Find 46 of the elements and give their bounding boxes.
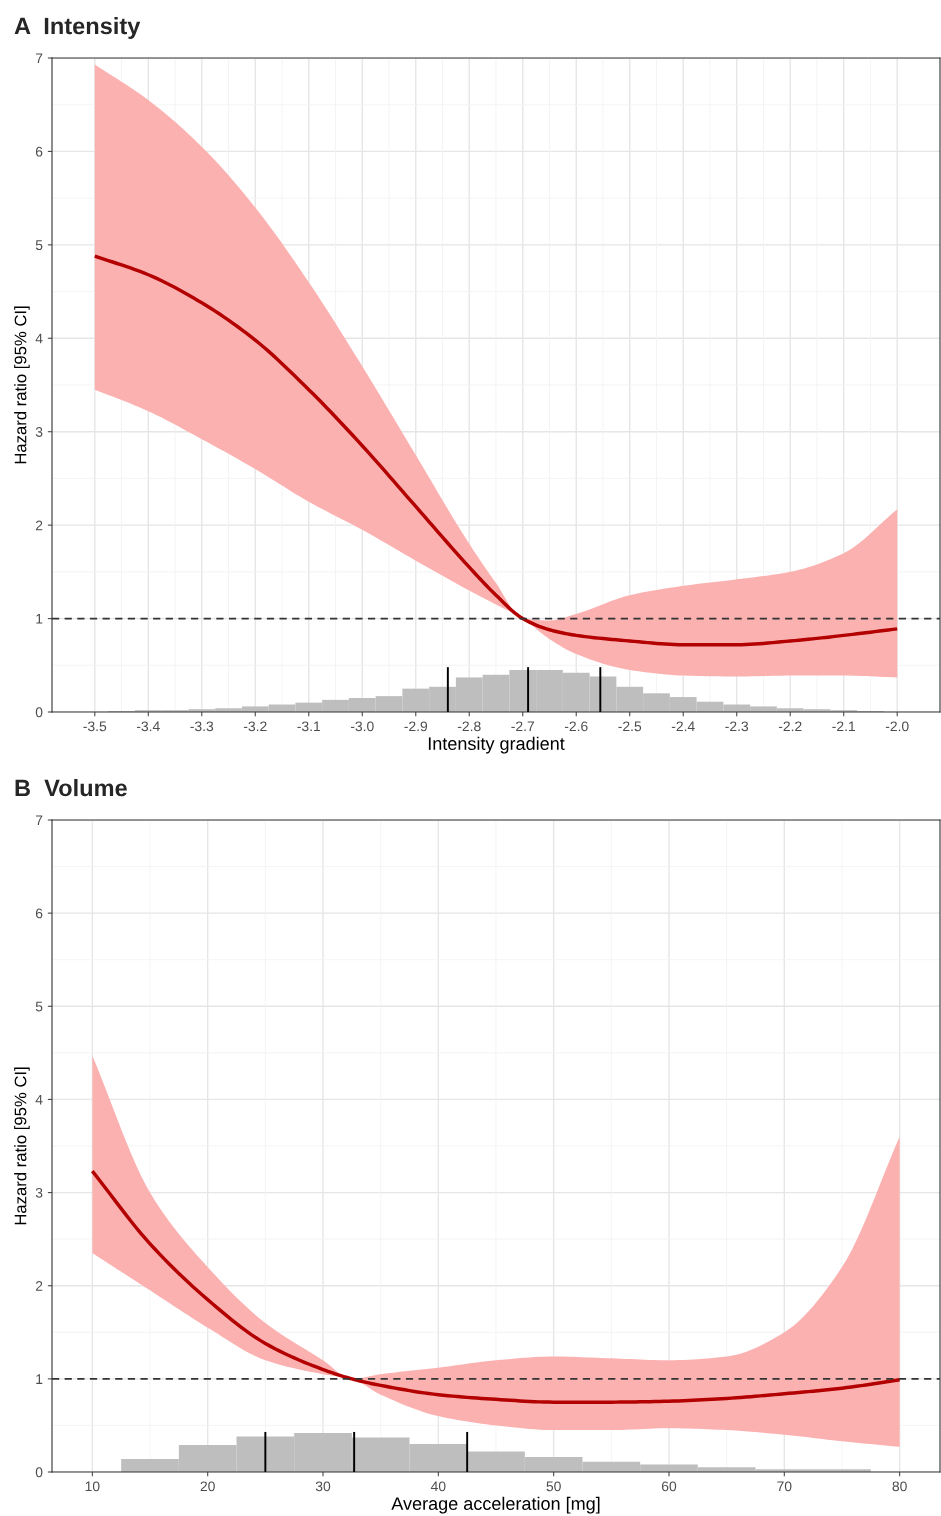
y-tick-label: 7: [35, 53, 43, 64]
x-tick-label: 60: [661, 1481, 677, 1492]
x-tick-label: -2.0: [885, 721, 909, 732]
x-tick-label: -2.6: [564, 721, 588, 732]
y-tick-label: 6: [35, 908, 43, 919]
chart-title: A Intensity: [14, 17, 141, 39]
x-tick-label: -3.3: [190, 721, 214, 732]
y-tick-label: 4: [35, 333, 43, 344]
x-tick-label: 70: [777, 1481, 792, 1492]
x-tick-label: -2.2: [778, 721, 802, 732]
y-axis-title: Hazard ratio [95% CI]: [14, 1067, 30, 1225]
x-axis-title: Average acceleration [mg]: [391, 1496, 600, 1514]
x-tick-label: -3.4: [136, 721, 160, 732]
x-tick-label: -3.5: [83, 721, 107, 732]
y-axis-title: Hazard ratio [95% CI]: [14, 306, 30, 464]
x-tick-label: -2.1: [832, 721, 855, 732]
x-tick-label: 30: [315, 1481, 331, 1492]
x-tick-label: -2.8: [457, 721, 481, 732]
x-tick-label: -3.2: [243, 721, 267, 732]
x-tick-label: 40: [430, 1481, 446, 1492]
x-tick-label: -3.0: [350, 721, 374, 732]
x-tick-label: -2.7: [511, 721, 535, 732]
x-tick-label: 20: [200, 1481, 215, 1492]
y-tick-label: 3: [35, 427, 43, 437]
y-tick-label: 0: [35, 1467, 43, 1478]
y-tick-label: 3: [35, 1187, 43, 1198]
y-tick-label: 2: [35, 1281, 43, 1291]
y-tick-label: 7: [35, 815, 43, 826]
y-tick-label: 1: [36, 1374, 43, 1384]
y-tick-label: 6: [35, 146, 43, 157]
x-tick-label: -3.1: [297, 721, 321, 732]
y-tick-label: 2: [35, 520, 43, 531]
x-tick-label: 10: [85, 1481, 100, 1492]
x-axis-title: Intensity gradient: [428, 736, 565, 754]
x-tick-label: -2.9: [404, 721, 428, 732]
x-tick-label: 80: [892, 1481, 907, 1492]
x-tick-label: -2.5: [618, 721, 642, 732]
x-tick-label: 50: [546, 1481, 561, 1492]
y-tick-label: 5: [35, 240, 43, 251]
x-tick-label: -2.4: [671, 721, 695, 732]
y-tick-label: 5: [35, 1001, 43, 1012]
y-tick-label: 1: [36, 614, 43, 624]
x-tick-label: -2.3: [725, 721, 749, 732]
y-tick-label: 4: [35, 1094, 43, 1105]
y-tick-label: 0: [35, 707, 43, 718]
chart-title: B Volume: [15, 778, 127, 797]
